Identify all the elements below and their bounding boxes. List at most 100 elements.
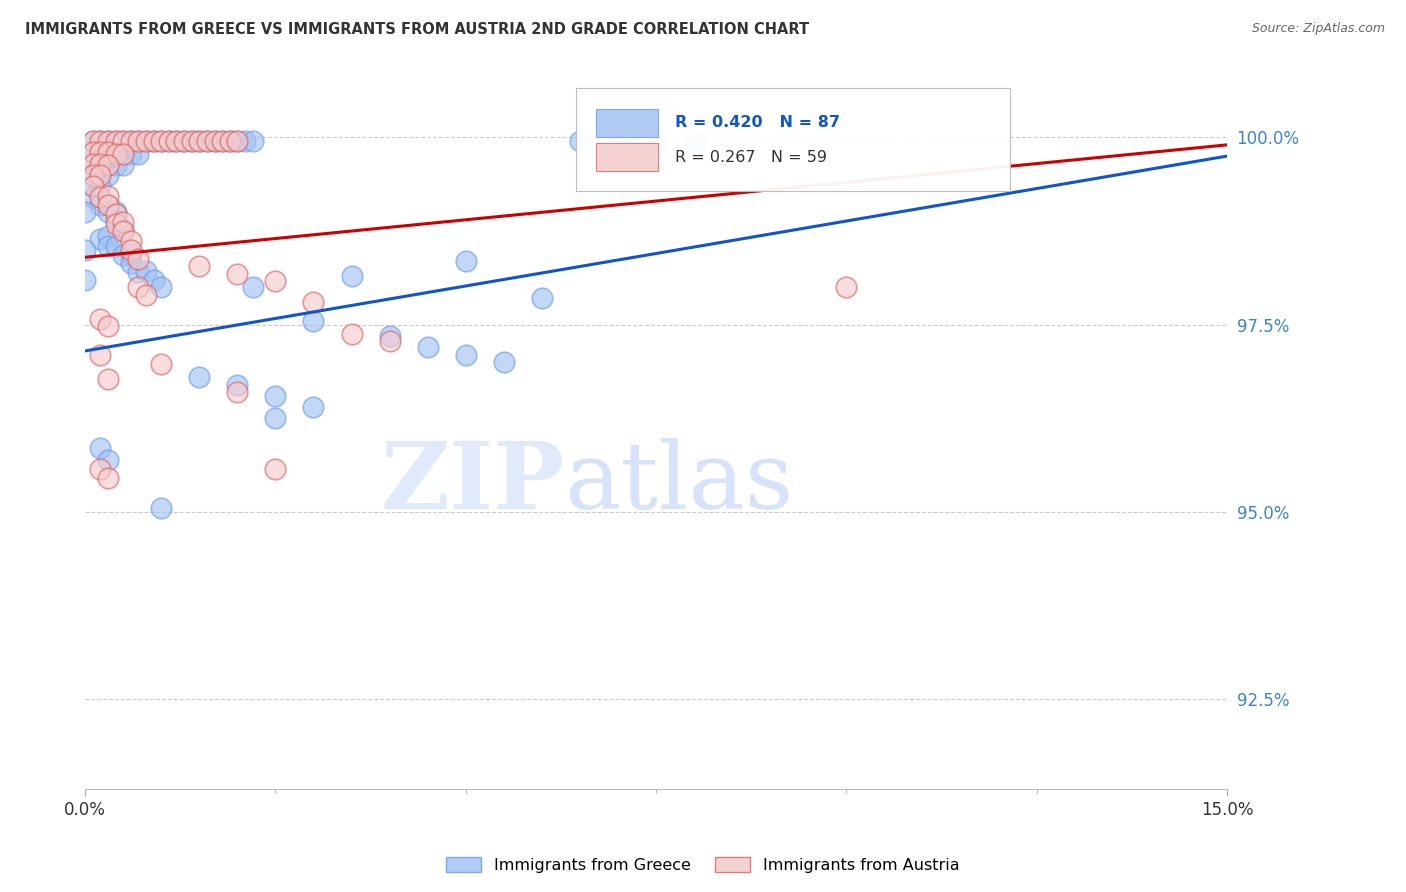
Point <box>242 134 264 148</box>
Point <box>82 134 104 148</box>
Point <box>302 400 325 414</box>
Point <box>195 134 218 148</box>
Point <box>233 134 256 148</box>
Point <box>127 265 149 279</box>
Point <box>97 198 120 212</box>
Point <box>135 264 157 278</box>
Point <box>135 287 157 301</box>
Point <box>82 168 104 182</box>
Point <box>104 158 127 172</box>
Point <box>127 280 149 294</box>
Point <box>378 329 401 343</box>
Point <box>150 357 173 371</box>
Point <box>97 156 120 170</box>
FancyBboxPatch shape <box>576 88 1010 191</box>
Point <box>82 190 104 204</box>
Point <box>150 134 173 148</box>
Point <box>142 273 165 287</box>
Point <box>226 134 249 148</box>
Point <box>454 254 477 268</box>
Point <box>82 145 104 160</box>
Point <box>104 217 127 231</box>
Point <box>104 134 127 148</box>
Point <box>89 156 111 170</box>
Point <box>120 146 142 161</box>
Text: R = 0.267   N = 59: R = 0.267 N = 59 <box>675 150 827 165</box>
Point <box>127 252 149 266</box>
FancyBboxPatch shape <box>596 109 658 137</box>
Point <box>180 134 202 148</box>
Point <box>264 274 287 288</box>
Point <box>416 340 439 354</box>
Point <box>142 134 165 148</box>
Point <box>683 134 706 148</box>
Point <box>97 158 120 172</box>
Point <box>226 385 249 400</box>
Point <box>264 461 287 475</box>
Point <box>97 205 120 219</box>
Point <box>112 158 135 172</box>
FancyBboxPatch shape <box>596 143 658 171</box>
Point <box>112 134 135 148</box>
Text: R = 0.420   N = 87: R = 0.420 N = 87 <box>675 115 841 130</box>
Point <box>127 146 149 161</box>
Point <box>112 223 135 237</box>
Point <box>607 134 630 148</box>
Point <box>142 134 165 148</box>
Point <box>97 239 120 253</box>
Legend: Immigrants from Greece, Immigrants from Austria: Immigrants from Greece, Immigrants from … <box>440 851 966 880</box>
Point <box>89 168 111 182</box>
Point <box>166 134 188 148</box>
Point <box>97 145 120 160</box>
Point <box>104 207 127 221</box>
Point <box>104 205 127 219</box>
Point <box>97 189 120 203</box>
Point <box>97 319 120 334</box>
Point <box>89 442 111 456</box>
Point <box>135 134 157 148</box>
Point <box>173 134 195 148</box>
Point <box>89 134 111 148</box>
Point <box>218 134 240 148</box>
Point <box>89 190 111 204</box>
Point <box>104 214 127 228</box>
Text: Source: ZipAtlas.com: Source: ZipAtlas.com <box>1251 22 1385 36</box>
Point <box>97 371 120 385</box>
Point <box>97 198 120 212</box>
Point <box>211 134 233 148</box>
Point <box>180 134 202 148</box>
Point <box>264 411 287 425</box>
Point <box>173 134 195 148</box>
Point <box>120 246 142 260</box>
Point <box>82 179 104 194</box>
Point <box>97 452 120 467</box>
Point <box>188 370 211 384</box>
Point <box>204 134 226 148</box>
Point <box>89 145 111 160</box>
Point <box>104 146 127 161</box>
Point <box>82 168 104 182</box>
Point <box>97 168 120 182</box>
Point <box>127 134 149 148</box>
Point <box>195 134 218 148</box>
Point <box>211 134 233 148</box>
Point <box>89 461 111 475</box>
Point <box>112 146 135 161</box>
Point <box>568 134 591 148</box>
Point <box>120 134 142 148</box>
Text: atlas: atlas <box>565 438 794 528</box>
Point <box>150 134 173 148</box>
Point <box>112 248 135 262</box>
Point <box>264 389 287 403</box>
Point <box>104 239 127 253</box>
Point <box>188 134 211 148</box>
Point <box>120 234 142 248</box>
Point <box>75 205 97 219</box>
Text: IMMIGRANTS FROM GREECE VS IMMIGRANTS FROM AUSTRIA 2ND GRADE CORRELATION CHART: IMMIGRANTS FROM GREECE VS IMMIGRANTS FRO… <box>25 22 810 37</box>
Point <box>166 134 188 148</box>
Point <box>89 348 111 362</box>
Point <box>340 268 363 283</box>
Point <box>150 280 173 294</box>
Point <box>645 134 668 148</box>
Point <box>89 134 111 148</box>
